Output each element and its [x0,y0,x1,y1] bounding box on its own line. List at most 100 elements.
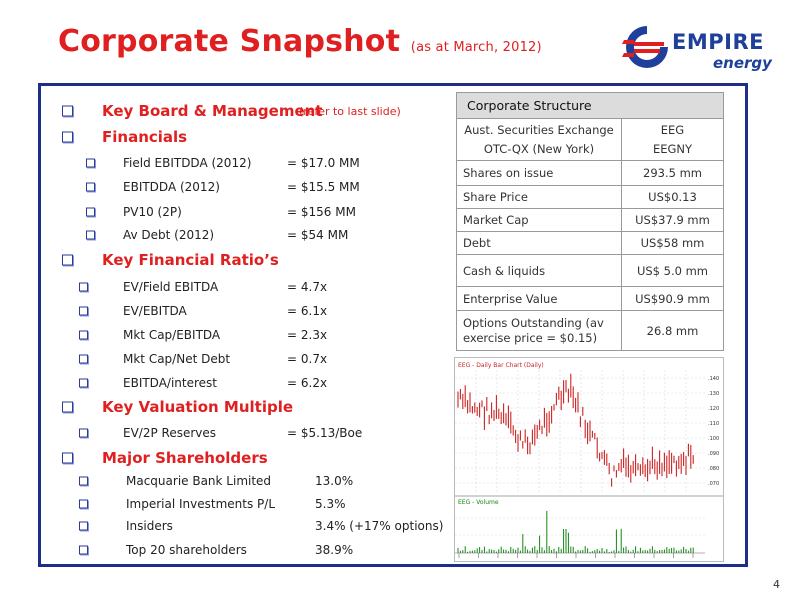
bullet-square-icon [86,230,95,240]
price-tick-label: .120 [708,406,719,412]
bullet-square-icon [79,545,88,555]
list-item: Top 20 shareholders 38.9% [62,541,452,559]
item-value: 13.0% [315,474,354,488]
list-item: PV10 (2P) = $156 MM [62,203,442,221]
volume-chart-title: EEG - Volume [458,499,499,506]
price-tick-label: .140 [708,376,719,382]
table-row: Enterprise Value US$90.9 mm [456,286,724,311]
item-label: Imperial Investments P/L [126,497,275,511]
price-bars [457,373,694,487]
item-value: = 6.2x [287,376,328,390]
section-heading: Financials [62,127,442,147]
table-header-row: Corporate Structure [456,92,724,119]
bullet-square-icon [79,306,88,316]
table-cell-label: Cash & liquids [456,254,622,287]
table-cell-label: Share Price [456,185,622,209]
section-label: Major Shareholders [102,449,268,467]
section-label: Key Board & Management [102,102,323,120]
bullet-square-icon [62,105,73,117]
item-value: = 4.7x [287,280,328,294]
share-price-chart: EEG - Daily Bar Chart (Daily) .140.130.1… [454,357,724,562]
table-cell-value: US$0.13 [621,185,724,209]
item-label: Av Debt (2012) [123,228,215,242]
table-cell-value: 293.5 mm [621,160,724,186]
list-item: Av Debt (2012) = $54 MM [62,226,442,244]
table-row: Share Price US$0.13 [456,185,724,209]
section-heading: Major Shareholders [62,448,442,468]
bullet-square-icon [79,428,88,438]
list-item: EV/2P Reserves = $5.13/Boe [62,424,442,442]
item-value: = $17.0 MM [287,156,360,170]
table-cell-label: Enterprise Value [456,286,622,311]
price-tick-label: .070 [708,481,719,487]
price-chart-title: EEG - Daily Bar Chart (Daily) [458,362,544,369]
bullet-square-icon [79,378,88,388]
table-row: Cash & liquids US$ 5.0 mm [456,254,724,287]
section-note: (refer to last slide) [299,105,401,118]
table-cell-value: 26.8 mm [621,310,724,351]
bullet-square-icon [79,282,88,292]
price-axis: .140 .130 .120 .110 .100 .090 .080 .070 [708,376,719,487]
page-title: Corporate Snapshot (as at March, 2012) [58,24,542,59]
list-item: Insiders 3.4% (+17% options) [62,517,452,535]
bullet-square-icon [79,330,88,340]
item-label: Macquarie Bank Limited [126,474,272,488]
ticker-1: EEG [660,123,685,137]
item-label: EV/2P Reserves [123,426,217,440]
table-header: Corporate Structure [456,92,724,119]
title-main: Corporate Snapshot [58,24,401,59]
list-item: Mkt Cap/Net Debt = 0.7x [62,350,442,368]
list-item: Imperial Investments P/L 5.3% [62,495,452,513]
section-label: Key Financial Ratio’s [102,251,279,269]
item-label: Field EBITDDA (2012) [123,156,252,170]
item-label: Mkt Cap/EBITDA [123,328,221,342]
table-cell-label: Aust. Securities Exchange OTC-QX (New Yo… [456,118,622,161]
item-label: Mkt Cap/Net Debt [123,352,231,366]
price-tick-label: .110 [708,421,719,427]
bullet-square-icon [62,131,73,143]
corporate-structure-table: Corporate Structure Aust. Securities Exc… [456,92,724,351]
bullet-square-icon [62,452,73,464]
table-cell-value: US$90.9 mm [621,286,724,311]
bullet-square-icon [86,207,95,217]
table-cell-value: US$37.9 mm [621,208,724,232]
ticker-2: EEGNY [652,142,693,156]
item-label: PV10 (2P) [123,205,182,219]
table-row: Market Cap US$37.9 mm [456,208,724,232]
bullet-square-icon [86,158,95,168]
list-item: EV/Field EBITDA = 4.7x [62,278,442,296]
table-cell-label: Options Outstanding (av exercise price =… [456,310,622,351]
bullet-square-icon [79,476,88,486]
item-value: 38.9% [315,543,354,557]
logo-wordmark-empire: EMPIRE [672,30,764,54]
bullet-square-icon [62,401,73,413]
exchange-label-2: OTC-QX (New York) [483,142,595,156]
section-label: Financials [102,128,188,146]
item-label: EV/Field EBITDA [123,280,219,294]
item-value: 3.4% (+17% options) [315,519,444,533]
table-cell-label: Shares on issue [456,160,622,186]
company-logo: EMPIRE energy [620,20,780,74]
bullet-square-icon [79,354,88,364]
bullet-square-icon [79,521,88,531]
item-label: EBITDDA (2012) [123,180,220,194]
item-label: EBITDA/interest [123,376,218,390]
item-value: 5.3% [315,497,346,511]
item-value: = 6.1x [287,304,328,318]
table-cell-label: Market Cap [456,208,622,232]
list-item: EBITDDA (2012) = $15.5 MM [62,178,442,196]
bullet-square-icon [62,254,73,266]
list-item: EBITDA/interest = 6.2x [62,374,442,392]
chart-canvas: EEG - Daily Bar Chart (Daily) .140.130.1… [455,358,723,558]
table-row: Options Outstanding (av exercise price =… [456,310,724,351]
title-subtitle: (as at March, 2012) [410,40,542,55]
table-row: Aust. Securities Exchange OTC-QX (New Yo… [456,118,724,161]
logo-emblem-icon [622,26,668,68]
item-value: = 0.7x [287,352,328,366]
time-axis-ticks [458,553,694,558]
item-label: Top 20 shareholders [126,543,247,557]
item-value: = 2.3x [287,328,328,342]
page-number: 4 [773,578,780,591]
table-cell-value: EEG EEGNY [621,118,724,161]
table-cell-value: US$58 mm [621,231,724,255]
